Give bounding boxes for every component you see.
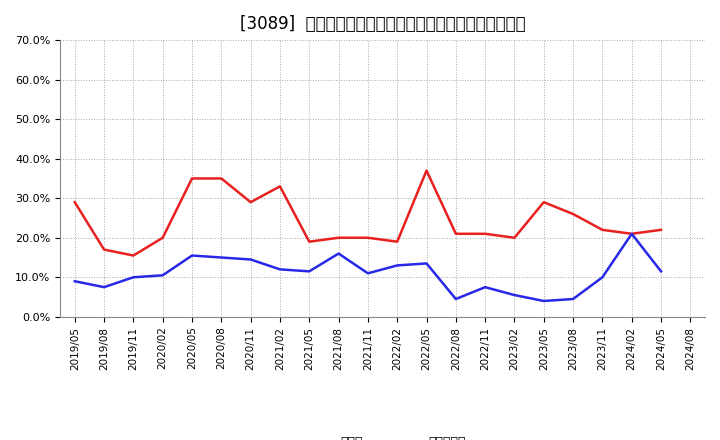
有利子負債: [305, 269, 314, 274]
有利子負債: [188, 253, 197, 258]
現頲金: [569, 211, 577, 216]
有利子負債: [100, 285, 109, 290]
有利子負債: [598, 275, 607, 280]
現頲金: [510, 235, 519, 240]
現頲金: [334, 235, 343, 240]
現頲金: [305, 239, 314, 244]
有利子負債: [276, 267, 284, 272]
有利子負債: [129, 275, 138, 280]
有利子負債: [246, 257, 255, 262]
有利子負債: [657, 269, 665, 274]
現頲金: [188, 176, 197, 181]
現頲金: [217, 176, 225, 181]
有利子負債: [627, 231, 636, 236]
有利子負債: [422, 261, 431, 266]
有利子負債: [364, 271, 372, 276]
現頲金: [451, 231, 460, 236]
現頲金: [129, 253, 138, 258]
現頲金: [539, 199, 548, 205]
有利子負債: [539, 298, 548, 304]
有利子負債: [569, 297, 577, 302]
Line: 現頲金: 現頲金: [75, 171, 661, 256]
現頲金: [657, 227, 665, 232]
現頲金: [481, 231, 490, 236]
有利子負債: [334, 251, 343, 256]
現頲金: [422, 168, 431, 173]
現頲金: [276, 184, 284, 189]
有利子負債: [451, 297, 460, 302]
Legend: 現頲金, 有利子負債: 現頲金, 有利子負債: [294, 432, 472, 440]
Title: [3089]  現預金、有利子負債の総資産に対する比率の推移: [3089] 現預金、有利子負債の総資産に対する比率の推移: [240, 15, 526, 33]
現頲金: [158, 235, 167, 240]
現頲金: [246, 199, 255, 205]
有利子負債: [158, 273, 167, 278]
現頲金: [627, 231, 636, 236]
有利子負債: [217, 255, 225, 260]
有利子負債: [393, 263, 402, 268]
有利子負債: [510, 293, 519, 298]
有利子負債: [71, 279, 79, 284]
現頲金: [364, 235, 372, 240]
Line: 有利子負債: 有利子負債: [75, 234, 661, 301]
現頲金: [393, 239, 402, 244]
現頲金: [598, 227, 607, 232]
現頲金: [100, 247, 109, 252]
有利子負債: [481, 285, 490, 290]
現頲金: [71, 199, 79, 205]
